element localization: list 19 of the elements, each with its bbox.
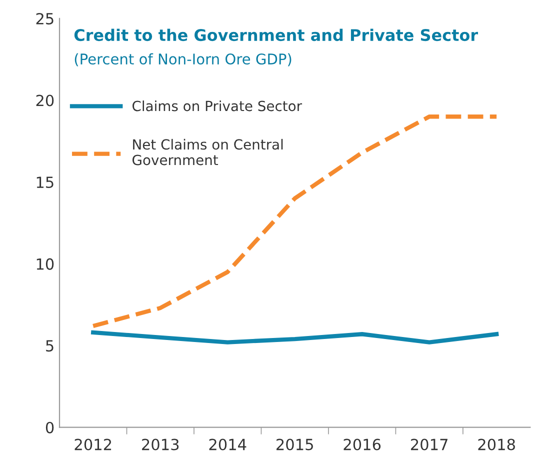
- x-tick-label: 2014: [209, 438, 246, 450]
- text: Credit to the Government and Private Sector: [74, 28, 478, 42]
- legend-label: Claims on Private Sector: [132, 100, 302, 112]
- text: (Percent of Non-Iorn Ore GDP): [74, 53, 292, 66]
- x-tick-label: 2012: [74, 438, 112, 450]
- line-series: [91, 330, 499, 344]
- x-tick-label: 2017: [411, 438, 448, 450]
- x-tick-label: 2013: [142, 438, 179, 450]
- legend-label: Net Claims on Central Government: [132, 138, 283, 166]
- y-tick-label: 20: [36, 94, 54, 106]
- x-tick-label: 2016: [344, 438, 381, 450]
- x-tick-label: 2015: [276, 438, 313, 450]
- x-tick-label: 2018: [478, 438, 515, 450]
- line-series: [91, 114, 499, 328]
- y-tick-label: 5: [46, 340, 54, 352]
- y-tick-label: 25: [36, 12, 54, 24]
- y-tick-label: 0: [46, 422, 54, 434]
- y-tick-label: 10: [36, 258, 54, 270]
- y-tick-label: 15: [36, 176, 54, 188]
